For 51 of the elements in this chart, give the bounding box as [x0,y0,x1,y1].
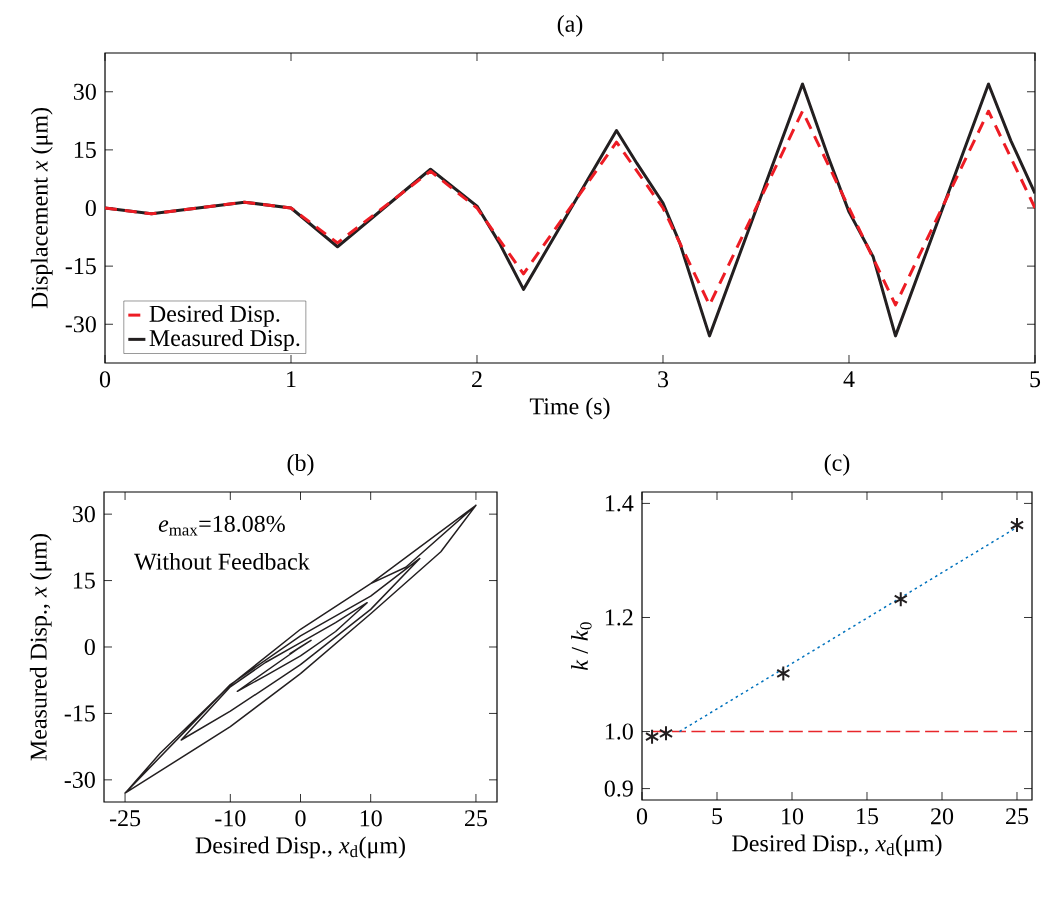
y-tick-label: 30 [72,506,95,523]
line-series [124,504,477,794]
y-tick-label: -30 [65,316,96,333]
x-tick-label: 3 [658,371,669,388]
x-tick-label: 10 [360,810,382,827]
point [776,665,791,682]
y-tick-label: 0.9 [604,780,633,797]
x-tick-label: 2 [472,371,482,388]
y-tick-label: 1.4 [605,495,634,512]
y-tick-label: -30 [64,771,95,788]
x-tick-label: 25 [1006,808,1029,825]
x-tick-label: 20 [931,808,954,825]
x-tick-label: 10 [782,808,804,825]
y-tick-label: 15 [74,141,96,158]
x-axis-title: Desired Disp., x$_{d}$(μm) [732,834,942,857]
point [1009,517,1025,534]
x-tick-label: 15 [857,808,879,825]
legend-label: Measured Disp. [149,329,300,352]
y-tick-label: 0 [85,199,96,217]
x-tick-label: -10 [215,810,246,827]
y-tick-label: -15 [65,258,96,275]
y-tick-label: 30 [73,83,96,100]
annotation: Without Feedback [134,552,310,570]
x-tick-label: -25 [109,810,141,827]
point [644,728,660,745]
x-tick-label: 0 [295,810,306,827]
x-tick-label: 25 [465,810,487,827]
point [893,591,908,608]
x-axis-title: Time (s) [529,397,610,420]
y-tick-label: -15 [64,705,95,722]
chart-title: (b) [287,454,314,476]
line-series [105,109,1035,307]
y-axis-title: Measured Disp., x (μm) [29,533,52,761]
point [658,725,674,742]
legend-label: Desired Disp. [149,304,280,327]
y-axis-title: Displacement x (μm) [30,108,53,309]
x-tick-label: 0 [99,371,111,388]
annotation: e$_{max}$=18.08% [158,515,285,536]
x-tick-label: 4 [843,371,855,387]
y-axis-title: k / k$_{0}$ [571,622,592,671]
y-tick-label: 0 [84,638,95,656]
x-tick-label: 5 [712,808,723,825]
x-tick-label: 5 [1030,371,1041,388]
y-tick-label: 1.2 [605,609,633,626]
y-tick-label: 1.0 [605,723,633,740]
chart-title: (a) [557,15,583,37]
x-tick-label: 0 [636,808,648,825]
y-tick-label: 15 [73,572,95,589]
x-tick-label: 1 [287,371,296,388]
chart-title: (c) [824,454,850,476]
x-axis-title: Desired Disp., x$_{d}$(μm) [195,836,405,859]
